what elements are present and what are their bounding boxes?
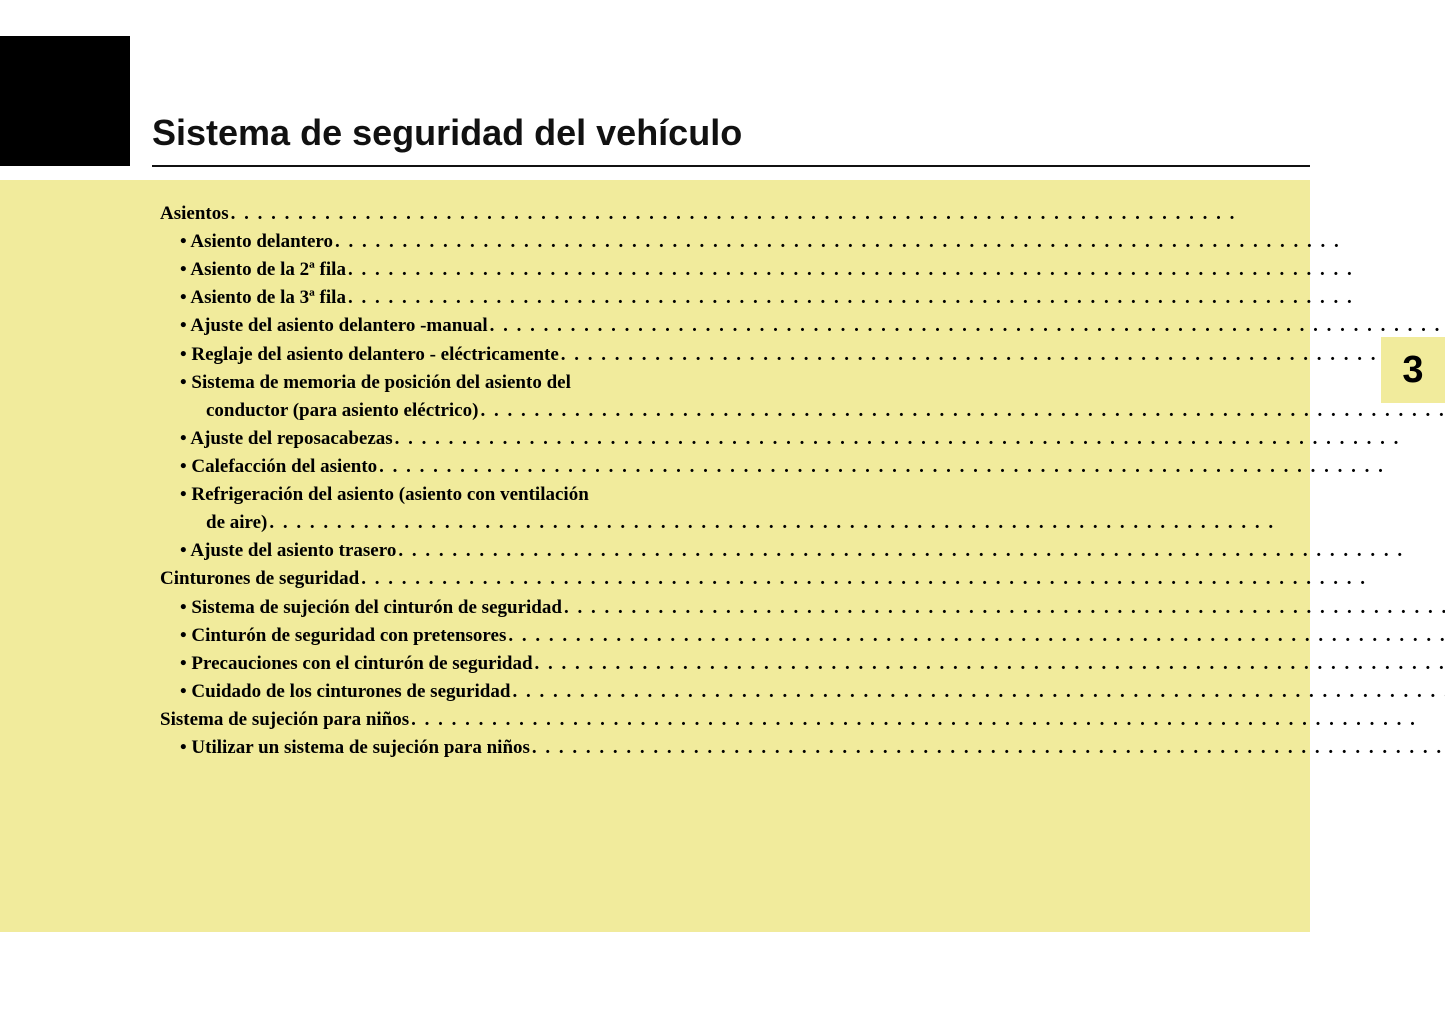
toc-label: Calefacción del asiento bbox=[180, 453, 377, 481]
toc-subentry: Sistema de sujeción del cinturón de segu… bbox=[160, 594, 1445, 622]
toc-subentry: Cuidado de los cinturones de seguridad3-… bbox=[160, 678, 1445, 706]
toc-label: Asiento de la 3ª fila bbox=[180, 284, 346, 312]
toc-label: Sistema de sujeción para niños bbox=[160, 706, 409, 734]
toc-leader-dots bbox=[269, 509, 1445, 537]
toc-leader-dots bbox=[335, 228, 1445, 256]
toc-leader-dots bbox=[348, 256, 1445, 284]
chapter-number: 3 bbox=[1402, 349, 1423, 392]
toc-label: Cinturones de seguridad bbox=[160, 565, 359, 593]
toc-subentry: Ajuste del asiento delantero -manual3-5 bbox=[160, 312, 1445, 340]
toc-label: Ajuste del asiento trasero bbox=[180, 537, 396, 565]
toc-leader-dots bbox=[231, 200, 1445, 228]
toc-subentry: Reglaje del asiento delantero - eléctric… bbox=[160, 341, 1445, 369]
table-of-contents: Asientos3-2Asiento delantero3-2Asiento d… bbox=[160, 200, 1280, 762]
toc-leader-dots bbox=[411, 706, 1445, 734]
toc-label: Refrigeración del asiento (asiento con v… bbox=[180, 481, 589, 509]
toc-label: Precauciones con el cinturón de segurida… bbox=[180, 650, 533, 678]
toc-leader-dots bbox=[361, 565, 1445, 593]
title-underline bbox=[152, 165, 1310, 167]
chapter-tab: 3 bbox=[1381, 337, 1445, 403]
toc-leader-dots bbox=[535, 650, 1445, 678]
toc-subentry: Precauciones con el cinturón de segurida… bbox=[160, 650, 1445, 678]
toc-subentry: Refrigeración del asiento (asiento con v… bbox=[160, 481, 1445, 509]
toc-subentry: Asiento de la 3ª fila3-2 bbox=[160, 284, 1445, 312]
toc-leader-dots bbox=[480, 397, 1445, 425]
toc-subentry: Cinturón de seguridad con pretensores3-3… bbox=[160, 622, 1445, 650]
toc-entry: Cinturones de seguridad3-26 bbox=[160, 565, 1445, 593]
toc-label: Sistema de sujeción del cinturón de segu… bbox=[180, 594, 562, 622]
toc-leader-dots bbox=[348, 284, 1445, 312]
manual-page: Sistema de seguridad del vehículo Asient… bbox=[0, 0, 1445, 1019]
toc-subentry: Sistema de memoria de posición del asien… bbox=[160, 369, 1445, 397]
toc-entry-continuation: conductor (para asiento eléctrico)3-9 bbox=[160, 397, 1445, 425]
toc-label: conductor (para asiento eléctrico) bbox=[206, 397, 478, 425]
toc-leader-dots bbox=[395, 425, 1445, 453]
toc-label: Ajuste del reposacabezas bbox=[180, 425, 393, 453]
toc-subentry: Ajuste del asiento trasero3-17 bbox=[160, 537, 1445, 565]
toc-subentry: Utilizar un sistema de sujeción para niñ… bbox=[160, 734, 1445, 762]
toc-label: Asientos bbox=[160, 200, 229, 228]
toc-label: Cinturón de seguridad con pretensores bbox=[180, 622, 506, 650]
toc-leader-dots bbox=[398, 537, 1445, 565]
toc-leader-dots bbox=[561, 341, 1445, 369]
toc-leader-dots bbox=[532, 734, 1445, 762]
toc-leader-dots bbox=[564, 594, 1445, 622]
toc-label: Utilizar un sistema de sujeción para niñ… bbox=[180, 734, 530, 762]
toc-subentry: Ajuste del reposacabezas3-11 bbox=[160, 425, 1445, 453]
toc-entry: Sistema de sujeción para niños3-41 bbox=[160, 706, 1445, 734]
toc-subentry: Calefacción del asiento3-14 bbox=[160, 453, 1445, 481]
toc-entry-continuation: de aire)3-15 bbox=[160, 509, 1445, 537]
toc-label: Asiento de la 2ª fila bbox=[180, 256, 346, 284]
toc-label: Asiento delantero bbox=[180, 228, 333, 256]
toc-entry: Asientos3-2 bbox=[160, 200, 1445, 228]
toc-label: de aire) bbox=[206, 509, 267, 537]
toc-leader-dots bbox=[508, 622, 1445, 650]
toc-subentry: Asiento delantero3-2 bbox=[160, 228, 1445, 256]
page-title: Sistema de seguridad del vehículo bbox=[152, 112, 742, 154]
toc-label: Sistema de memoria de posición del asien… bbox=[180, 369, 571, 397]
toc-leader-dots bbox=[490, 312, 1445, 340]
toc-label: Cuidado de los cinturones de seguridad bbox=[180, 678, 510, 706]
toc-leader-dots bbox=[512, 678, 1445, 706]
corner-tab bbox=[0, 36, 130, 166]
toc-label: Ajuste del asiento delantero -manual bbox=[180, 312, 488, 340]
toc-column-left: Asientos3-2Asiento delantero3-2Asiento d… bbox=[160, 200, 1445, 762]
toc-subentry: Asiento de la 2ª fila3-2 bbox=[160, 256, 1445, 284]
toc-label: Reglaje del asiento delantero - eléctric… bbox=[180, 341, 559, 369]
toc-leader-dots bbox=[379, 453, 1445, 481]
